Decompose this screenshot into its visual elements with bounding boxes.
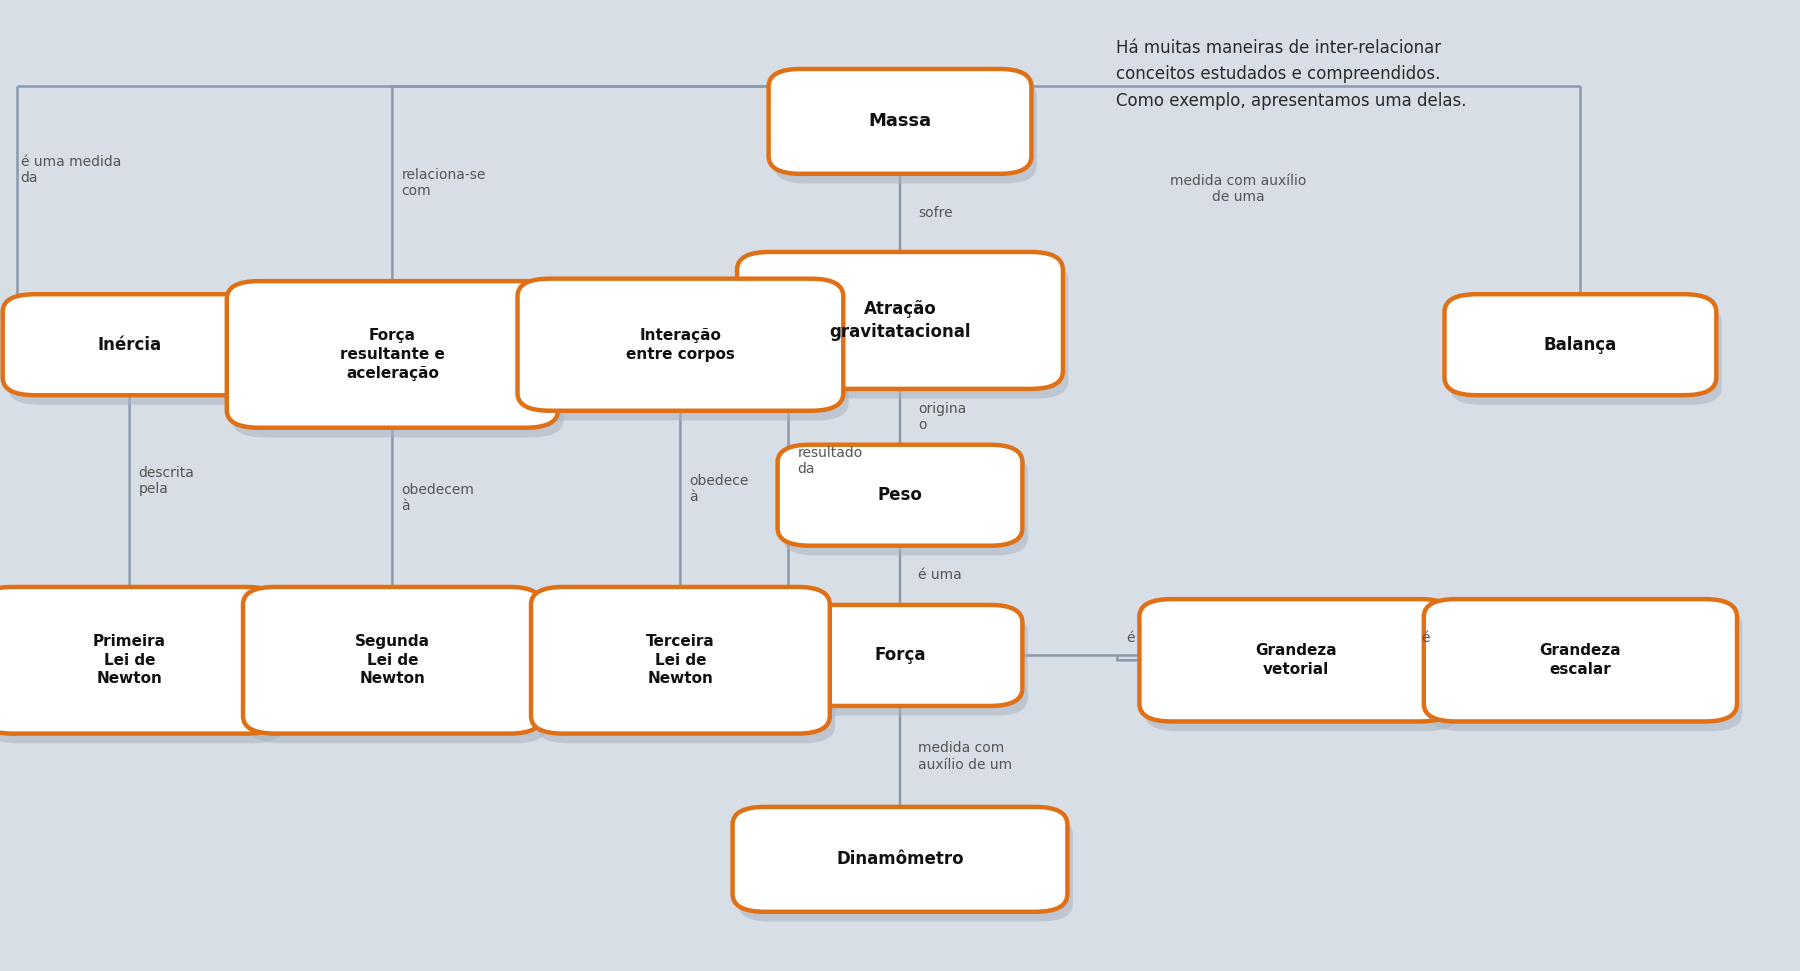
FancyBboxPatch shape [778, 445, 1022, 546]
Text: Primeira
Lei de
Newton: Primeira Lei de Newton [94, 634, 166, 686]
FancyBboxPatch shape [1429, 609, 1742, 731]
Text: é: é [1422, 631, 1429, 646]
FancyBboxPatch shape [248, 596, 547, 744]
Text: Atração
gravitatacional: Atração gravitatacional [830, 300, 970, 341]
Text: é uma medida
da: é uma medida da [20, 154, 121, 185]
FancyBboxPatch shape [1145, 609, 1458, 731]
Text: Terceira
Lei de
Newton: Terceira Lei de Newton [646, 634, 715, 686]
Text: Grandeza
escalar: Grandeza escalar [1539, 644, 1622, 677]
Text: medida com
auxílio de um: medida com auxílio de um [918, 741, 1012, 772]
Text: Interação
entre corpos: Interação entre corpos [626, 328, 734, 361]
FancyBboxPatch shape [1451, 304, 1721, 405]
Text: origina
o: origina o [918, 402, 967, 432]
FancyBboxPatch shape [1424, 599, 1737, 721]
Text: Balança: Balança [1544, 336, 1616, 353]
Text: resultado
da: resultado da [797, 446, 862, 477]
Text: relaciona-se
com: relaciona-se com [401, 168, 486, 198]
Text: Força
resultante e
aceleração: Força resultante e aceleração [340, 328, 445, 381]
Text: Peso: Peso [878, 486, 922, 504]
FancyBboxPatch shape [1139, 599, 1453, 721]
Text: Força: Força [875, 647, 925, 664]
FancyBboxPatch shape [783, 454, 1028, 555]
Text: Inércia: Inércia [97, 336, 162, 353]
FancyBboxPatch shape [1444, 294, 1717, 395]
Text: é: é [1127, 631, 1134, 646]
FancyBboxPatch shape [522, 288, 850, 420]
FancyBboxPatch shape [518, 279, 842, 411]
FancyBboxPatch shape [7, 304, 263, 405]
FancyBboxPatch shape [536, 596, 835, 744]
FancyBboxPatch shape [2, 294, 256, 395]
Text: medida com auxílio
de uma: medida com auxílio de uma [1170, 174, 1307, 205]
Text: Dinamômetro: Dinamômetro [837, 851, 963, 868]
FancyBboxPatch shape [738, 251, 1062, 388]
FancyBboxPatch shape [531, 586, 830, 734]
FancyBboxPatch shape [232, 291, 563, 437]
FancyBboxPatch shape [778, 605, 1022, 706]
Text: Segunda
Lei de
Newton: Segunda Lei de Newton [355, 634, 430, 686]
Text: sofre: sofre [918, 206, 952, 219]
FancyBboxPatch shape [738, 817, 1073, 921]
Text: é uma: é uma [918, 568, 961, 583]
FancyBboxPatch shape [0, 586, 279, 734]
Text: descrita
pela: descrita pela [139, 466, 194, 496]
FancyBboxPatch shape [733, 807, 1067, 912]
Text: Grandeza
vetorial: Grandeza vetorial [1255, 644, 1337, 677]
Text: obedecem
à: obedecem à [401, 483, 473, 513]
FancyBboxPatch shape [769, 69, 1031, 174]
FancyBboxPatch shape [774, 79, 1037, 184]
Text: Há muitas maneiras de inter-relacionar
conceitos estudados e compreendidos.
Como: Há muitas maneiras de inter-relacionar c… [1116, 39, 1467, 110]
FancyBboxPatch shape [0, 596, 284, 744]
Text: obedece
à: obedece à [689, 474, 749, 504]
Text: Massa: Massa [868, 113, 932, 130]
FancyBboxPatch shape [243, 586, 542, 734]
FancyBboxPatch shape [227, 282, 558, 427]
FancyBboxPatch shape [783, 615, 1028, 716]
FancyBboxPatch shape [742, 261, 1069, 398]
